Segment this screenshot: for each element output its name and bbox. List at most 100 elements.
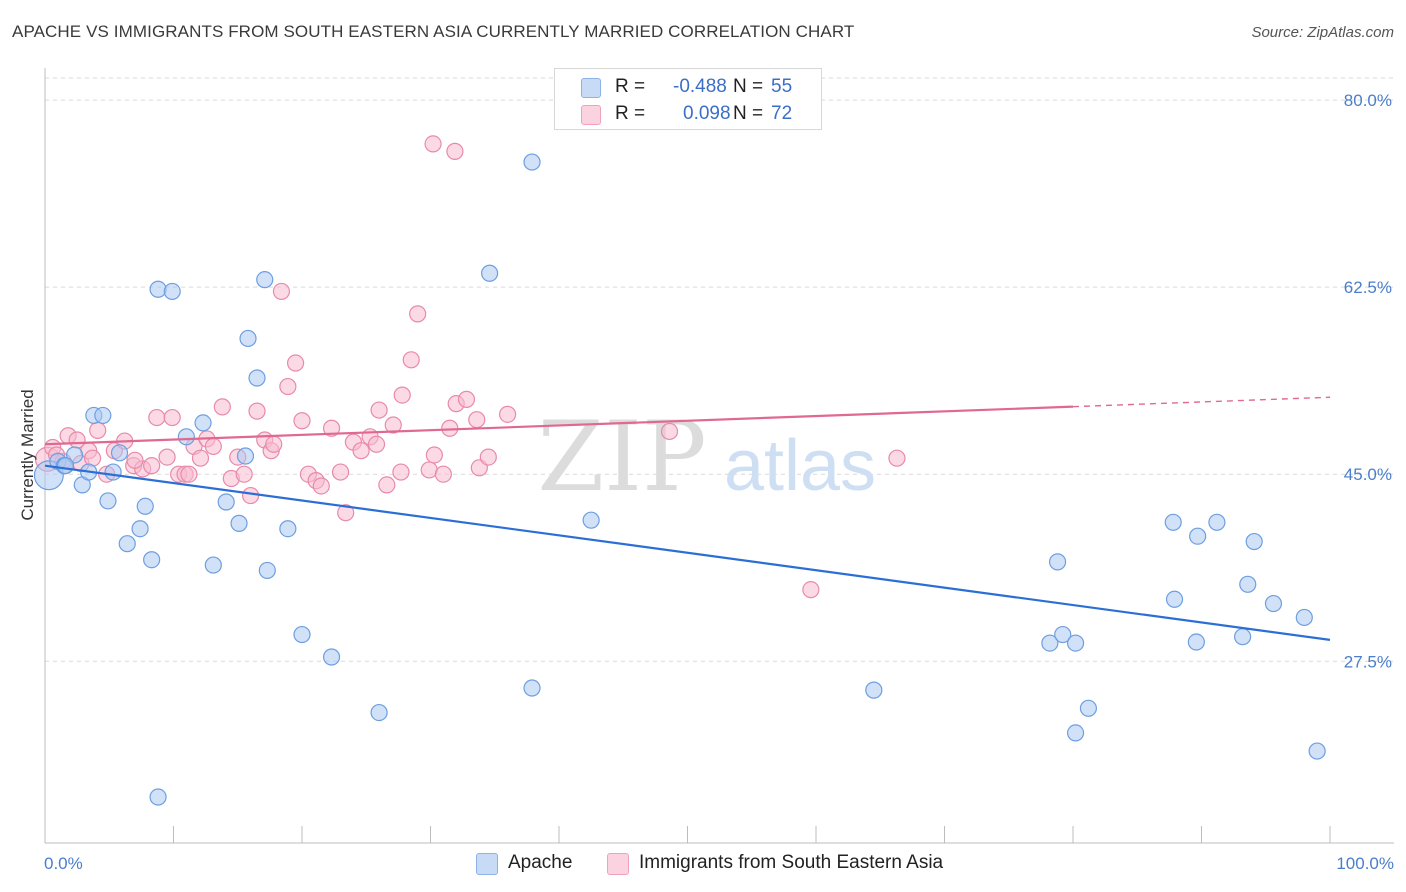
- correlation-legend: R = -0.488 N = 55 R = 0.098 N = 72: [554, 68, 822, 130]
- apache-point: [204, 556, 222, 574]
- apache-point: [104, 463, 122, 481]
- apache-point: [149, 280, 167, 298]
- apache-point: [258, 561, 276, 580]
- immigrants-point: [392, 463, 410, 481]
- legend-r-label: R =: [615, 103, 646, 124]
- immigrants-point: [89, 421, 107, 439]
- apache-point: [136, 497, 154, 515]
- immigrants-point: [337, 504, 355, 522]
- immigrants-point: [126, 451, 144, 469]
- immigrants-point: [158, 448, 176, 466]
- watermark-zip: ZIP: [537, 401, 706, 513]
- legend-swatch-apache: [581, 78, 601, 98]
- source-label: Source: ZipAtlas.com: [1251, 24, 1394, 41]
- immigrants-point: [322, 419, 341, 437]
- immigrants-point: [446, 142, 464, 160]
- apache-point: [163, 282, 181, 301]
- immigrants-point: [242, 486, 260, 505]
- immigrants-point: [425, 446, 443, 464]
- watermark-atlas: atlas: [724, 426, 876, 506]
- immigrants-trend-line-extension: [1072, 396, 1331, 408]
- apache-point: [118, 535, 136, 553]
- immigrants-point: [499, 405, 517, 423]
- apache-point: [236, 447, 255, 465]
- immigrants-point: [420, 461, 438, 479]
- apache-point: [131, 520, 149, 538]
- immigrants-point: [393, 386, 411, 404]
- immigrants-point: [802, 581, 820, 599]
- immigrants-point: [235, 465, 253, 483]
- grid-layer: [45, 77, 1394, 662]
- apache-point: [1079, 699, 1098, 717]
- immigrants-point: [384, 416, 402, 434]
- apache-point: [1295, 608, 1313, 627]
- apache-point: [1054, 625, 1072, 644]
- immigrants-point: [457, 390, 476, 408]
- immigrants-point: [468, 411, 486, 429]
- apache-point: [1208, 513, 1226, 531]
- apache-point: [279, 520, 297, 538]
- immigrants-point: [434, 465, 452, 483]
- immigrants-point: [424, 135, 442, 153]
- y-tick-label: 45.0%: [1344, 465, 1392, 484]
- x-tick-label-right: 100.0%: [1336, 854, 1394, 873]
- immigrants-trend-line: [44, 405, 1074, 446]
- y-axis-label: Currently Married: [18, 389, 37, 521]
- immigrants-point: [180, 465, 198, 483]
- immigrants-point: [888, 449, 906, 467]
- apache-point: [56, 457, 75, 475]
- immigrants-point: [367, 435, 386, 453]
- apache-point: [523, 679, 541, 697]
- tick-labels-layer: 80.0% 62.5% 45.0% 27.5% 0.0% 100.0%: [44, 91, 1394, 873]
- immigrants-point: [378, 476, 396, 494]
- apache-point: [1245, 532, 1263, 551]
- apache-point: [194, 414, 212, 432]
- apache-point: [1041, 634, 1059, 652]
- apache-point: [481, 264, 499, 282]
- apache-point: [1234, 628, 1252, 646]
- immigrants-point: [213, 398, 231, 416]
- immigrants-point: [286, 354, 305, 372]
- immigrants-point: [191, 449, 210, 467]
- apache-point: [322, 648, 341, 666]
- apache-point: [1187, 633, 1205, 651]
- apache-point: [230, 514, 248, 532]
- apache-trend-line: [44, 464, 1331, 641]
- legend-swatch-immigrants: [607, 853, 629, 875]
- legend-label-apache: Apache: [508, 852, 573, 873]
- apache-point: [1165, 590, 1184, 608]
- watermark: ZIP atlas: [537, 401, 876, 513]
- apache-point: [256, 271, 274, 289]
- apache-point: [1308, 742, 1326, 760]
- trend-lines-layer: [44, 396, 1331, 641]
- immigrants-point: [660, 422, 679, 441]
- immigrants-point: [148, 408, 166, 427]
- y-tick-label: 62.5%: [1344, 278, 1392, 297]
- apache-point: [1066, 724, 1085, 742]
- apache-point: [149, 788, 167, 806]
- legend-r-value: 0.098: [683, 103, 731, 124]
- apache-point: [293, 625, 311, 644]
- immigrants-point: [293, 412, 311, 430]
- immigrants-point: [402, 351, 420, 369]
- y-tick-label: 80.0%: [1344, 91, 1392, 110]
- legend-label-immigrants: Immigrants from South Eastern Asia: [639, 852, 944, 873]
- apache-point: [110, 444, 129, 462]
- chart-title: APACHE VS IMMIGRANTS FROM SOUTH EASTERN …: [12, 22, 855, 41]
- immigrants-point: [163, 408, 181, 427]
- legend-r-value: -0.488: [673, 76, 727, 97]
- axes-layer: [44, 68, 1394, 844]
- points-layer: [33, 135, 1326, 806]
- immigrants-point: [265, 435, 283, 453]
- immigrants-point: [312, 477, 330, 495]
- apache-point: [523, 153, 541, 171]
- legend-n-label: N =: [733, 76, 764, 97]
- apache-point: [1264, 594, 1283, 613]
- apache-point: [1239, 575, 1257, 593]
- immigrants-point: [370, 401, 388, 419]
- apache-point: [177, 428, 195, 446]
- immigrants-point: [409, 305, 427, 323]
- y-tick-label: 27.5%: [1344, 652, 1392, 671]
- apache-point: [239, 329, 257, 348]
